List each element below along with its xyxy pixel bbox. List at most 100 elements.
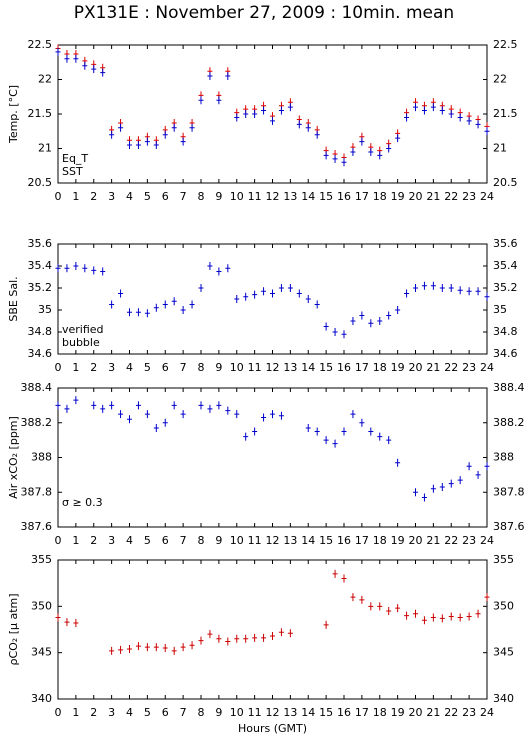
data-point: [430, 613, 436, 622]
data-point: [118, 645, 124, 654]
data-point: [144, 410, 150, 419]
data-point: [368, 319, 374, 328]
data-point: [64, 404, 70, 413]
y-tick-label: 35: [38, 303, 52, 316]
data-point: [243, 432, 249, 441]
x-tick-label: 7: [180, 706, 187, 719]
x-tick-label: 15: [319, 361, 333, 374]
x-tick-label: 19: [391, 534, 405, 547]
data-point: [216, 401, 222, 410]
data-point: [73, 262, 79, 270]
data-point: [386, 606, 392, 615]
data-point: [413, 609, 418, 618]
plot-frame: [57, 559, 488, 700]
data-point: [430, 103, 436, 112]
data-point: [377, 317, 383, 325]
data-point: [64, 618, 70, 627]
data-point: [55, 401, 61, 410]
x-tick-label: 11: [248, 534, 262, 547]
data-point: [368, 147, 374, 156]
data-point: [314, 300, 320, 309]
data-point: [457, 476, 463, 485]
x-tick-label: 11: [248, 706, 262, 719]
x-tick-label: 3: [108, 190, 115, 203]
data-point: [448, 284, 454, 292]
data-point: [171, 123, 177, 132]
x-tick-label: 17: [355, 361, 369, 374]
y-tick-label: 21.5: [28, 107, 53, 120]
data-point: [252, 633, 258, 642]
data-point: [296, 120, 302, 129]
data-point: [341, 427, 347, 436]
x-tick-label: 20: [409, 190, 423, 203]
x-tick-label: 19: [391, 706, 405, 719]
data-point: [144, 309, 150, 318]
data-point: [475, 120, 481, 129]
data-point: [234, 113, 240, 122]
data-point: [73, 396, 79, 405]
data-point: [171, 646, 177, 655]
data-point: [466, 462, 472, 471]
x-tick-label: 8: [198, 706, 205, 719]
x-tick-label: 18: [373, 190, 387, 203]
data-point: [207, 72, 213, 81]
x-tick-label: 5: [144, 361, 151, 374]
y-tick-label: 34.6: [28, 347, 53, 360]
data-point: [377, 432, 383, 441]
data-point: [368, 427, 374, 436]
y-tick-label: 34.8: [28, 325, 53, 338]
x-tick-label: 3: [108, 706, 115, 719]
x-tick-label: 4: [126, 190, 133, 203]
data-point: [207, 404, 213, 413]
data-point: [100, 267, 106, 276]
x-tick-label: 17: [355, 706, 369, 719]
x-tick-label: 20: [409, 706, 423, 719]
data-point: [109, 300, 115, 309]
data-point: [270, 116, 275, 125]
x-tick-label: 2: [90, 534, 97, 547]
x-tick-label: 23: [462, 706, 476, 719]
data-point: [421, 281, 427, 290]
x-tick-label: 3: [108, 534, 115, 547]
data-point: [216, 267, 222, 276]
data-point: [350, 317, 356, 325]
data-point: [359, 595, 365, 604]
data-point: [198, 636, 204, 645]
data-point: [413, 284, 418, 292]
x-tick-label: 13: [283, 534, 297, 547]
x-tick-label: 18: [373, 706, 387, 719]
data-point: [153, 303, 159, 312]
data-point: [413, 103, 418, 112]
data-point: [466, 116, 472, 125]
x-tick-label: 0: [55, 706, 62, 719]
data-point: [475, 470, 481, 479]
annotation: σ ≥ 0.3: [62, 496, 103, 509]
data-point: [314, 130, 320, 139]
data-point: [421, 616, 427, 625]
data-point: [448, 110, 454, 118]
data-point: [162, 300, 168, 309]
data-point: [332, 439, 338, 448]
x-tick-label: 14: [301, 190, 315, 203]
y2-tick-label: 345: [493, 646, 514, 659]
data-point: [153, 643, 159, 652]
x-tick-label: 9: [215, 361, 222, 374]
data-point: [118, 289, 124, 298]
y2-tick-label: 22: [493, 73, 507, 86]
data-point: [73, 54, 79, 63]
x-tick-label: 1: [72, 190, 79, 203]
x-tick-label: 15: [319, 190, 333, 203]
data-point: [261, 633, 267, 642]
data-point: [448, 612, 454, 621]
data-point: [198, 401, 204, 410]
x-tick-label: 0: [55, 534, 62, 547]
data-point: [457, 113, 463, 122]
data-point: [270, 289, 275, 298]
y-tick-label: 345: [31, 646, 52, 659]
legend-entry: Eq_T: [62, 152, 88, 165]
data-point: [261, 106, 267, 115]
data-point: [323, 620, 329, 629]
data-point: [466, 287, 472, 296]
data-point: [225, 637, 231, 646]
x-tick-label: 2: [90, 190, 97, 203]
